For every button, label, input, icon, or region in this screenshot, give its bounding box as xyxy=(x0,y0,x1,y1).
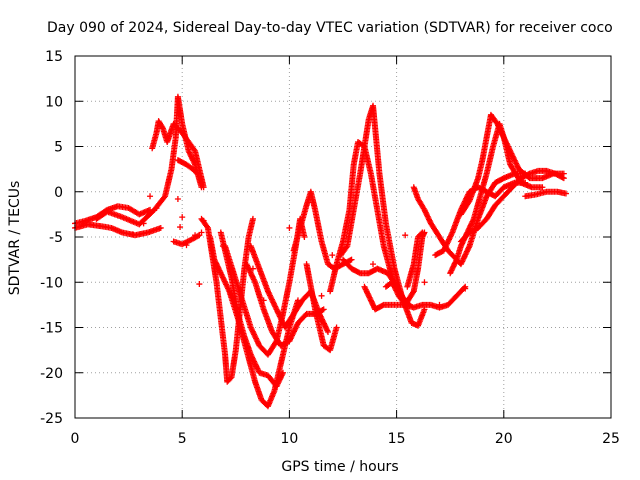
y-axis-label: SDTVAR / TECUs xyxy=(7,181,23,296)
data-point xyxy=(249,215,256,222)
data-point xyxy=(153,205,160,212)
y-tick-label: -20 xyxy=(40,366,63,382)
series-trace-20 xyxy=(404,229,426,290)
data-point xyxy=(436,301,443,308)
data-point xyxy=(539,184,546,191)
data-point xyxy=(560,175,567,182)
data-point xyxy=(340,238,346,245)
data-point xyxy=(174,195,181,202)
data-point xyxy=(161,194,168,201)
series-trace-23 xyxy=(447,120,546,277)
y-tick-label: 10 xyxy=(45,94,63,110)
data-point xyxy=(204,223,211,230)
y-tick-label: 15 xyxy=(45,49,63,65)
y-tick-label: 0 xyxy=(54,185,63,201)
series-trace-05 xyxy=(174,157,201,177)
data-point xyxy=(179,214,186,221)
data-point xyxy=(370,261,377,268)
data-point xyxy=(329,252,336,259)
data-point xyxy=(196,281,203,288)
data-point xyxy=(409,289,416,296)
data-point xyxy=(324,329,331,336)
series-trace-24 xyxy=(457,111,567,218)
data-point xyxy=(461,284,468,291)
series-trace-02 xyxy=(72,221,164,239)
data-point xyxy=(301,234,308,240)
chart-title: Day 090 of 2024, Sidereal Day-to-day VTE… xyxy=(47,20,613,36)
data-point xyxy=(260,297,267,304)
series-trace-13 xyxy=(290,188,355,272)
data-point xyxy=(419,229,426,236)
series-trace-26 xyxy=(522,188,569,200)
data-point xyxy=(194,170,201,177)
y-tick-label: 5 xyxy=(54,140,63,156)
y-tick-label: -5 xyxy=(49,230,63,246)
data-point xyxy=(191,146,198,153)
data-point xyxy=(200,217,207,224)
x-tick-labels: 0 5 10 15 20 25 xyxy=(71,431,620,447)
data-point xyxy=(418,230,425,237)
series-trace-04 xyxy=(149,118,207,191)
y-tick-label: -15 xyxy=(40,321,63,337)
x-tick-label: 25 xyxy=(602,431,620,447)
x-tick-label: 0 xyxy=(71,431,80,447)
series-trace-19 xyxy=(382,279,469,311)
x-axis-label: GPS time / hours xyxy=(281,459,398,475)
data-point xyxy=(193,169,200,176)
data-point xyxy=(198,229,205,236)
x-tick-label: 5 xyxy=(178,431,187,447)
data-point xyxy=(562,190,569,197)
data-point xyxy=(402,232,409,239)
x-tick-label: 15 xyxy=(388,431,406,447)
data-point xyxy=(140,220,147,227)
x-tick-label: 20 xyxy=(495,431,513,447)
scattered-points xyxy=(129,193,469,324)
data-point xyxy=(129,231,136,238)
data-point xyxy=(183,242,190,249)
data-point xyxy=(318,317,325,324)
data-point xyxy=(348,256,355,263)
axis-ticks xyxy=(74,55,612,419)
y-tick-label: -25 xyxy=(40,411,63,427)
data-point xyxy=(200,184,207,191)
data-point xyxy=(286,224,293,231)
data-point xyxy=(279,369,286,376)
data-point xyxy=(462,285,469,292)
data-point xyxy=(195,232,202,239)
data-point xyxy=(421,306,428,313)
data-point xyxy=(219,243,226,250)
data-point xyxy=(333,324,340,331)
data-point xyxy=(192,232,199,239)
series-trace-25 xyxy=(457,167,567,245)
data-point xyxy=(159,124,166,131)
data-point xyxy=(177,224,184,231)
data-point xyxy=(147,193,154,200)
data-point xyxy=(318,292,325,299)
data-point xyxy=(343,244,350,251)
series-trace-10 xyxy=(217,229,286,390)
x-tick-label: 10 xyxy=(280,431,298,447)
data-point xyxy=(421,279,428,286)
data-point xyxy=(157,224,164,231)
data-point xyxy=(320,306,327,313)
series-trace-16 xyxy=(337,102,428,329)
y-tick-labels: -25 -20 -15 -10 -5 0 5 10 15 xyxy=(40,49,63,427)
data-point xyxy=(249,265,256,272)
data-marks xyxy=(72,93,569,410)
y-tick-label: -10 xyxy=(40,275,63,291)
series-trace-14 xyxy=(303,261,340,354)
